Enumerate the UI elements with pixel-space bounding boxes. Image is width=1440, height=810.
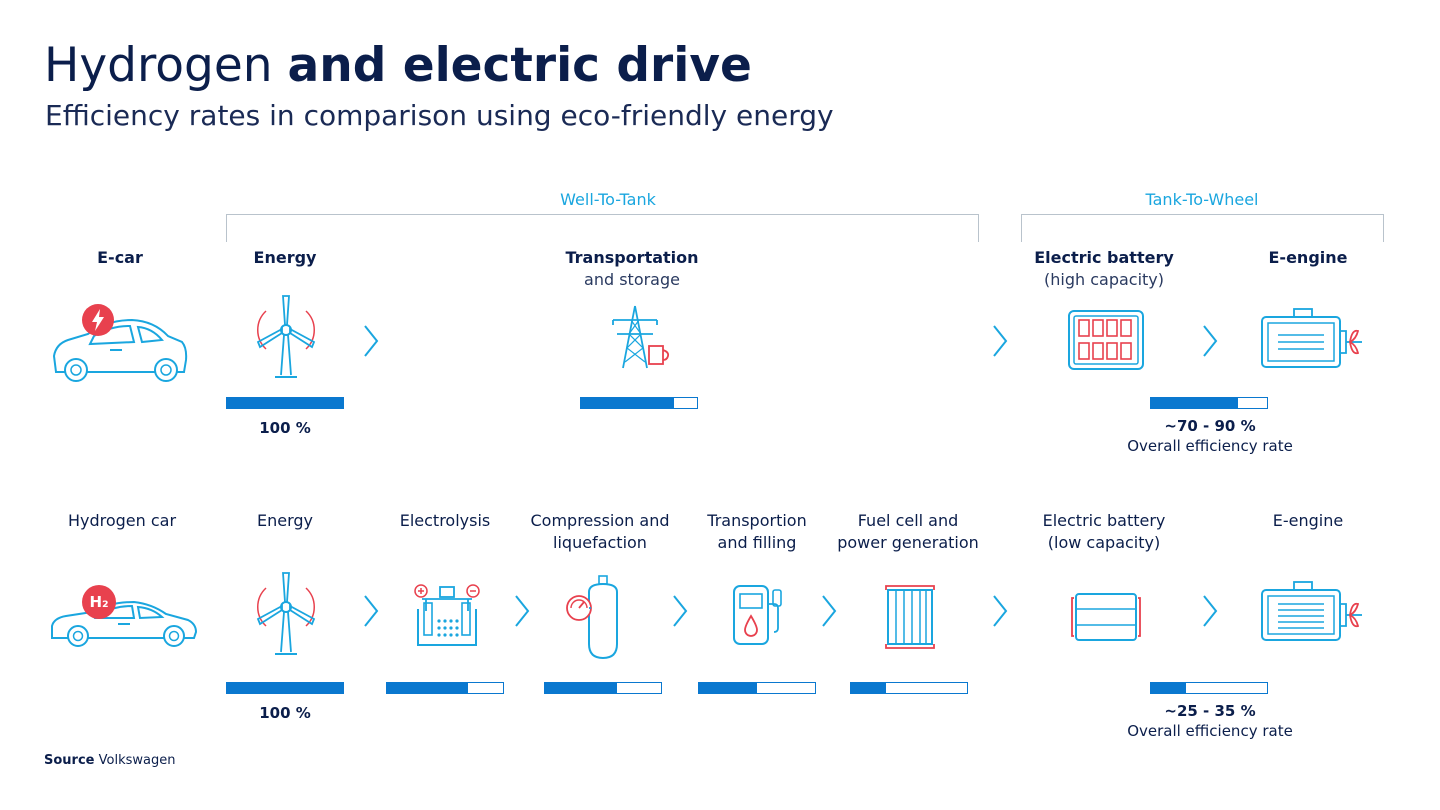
- e-engine-icon: [1258, 307, 1366, 373]
- hcar-electrolysis-label: Electrolysis: [399, 511, 491, 530]
- hcar-overall-bar: [1150, 682, 1268, 694]
- hcar-battery-label: Electric battery (low capacity): [1042, 511, 1166, 552]
- page-subtitle: Efficiency rates in comparison using eco…: [45, 99, 834, 132]
- fuel-cell-icon: [882, 580, 938, 654]
- ecar-energy-value: 100 %: [259, 419, 311, 437]
- hcar-fuelcell-bar: [850, 682, 968, 694]
- hcar-transport-label: Transportion and filling: [707, 511, 807, 552]
- hydrogen-car-icon: [48, 590, 200, 650]
- h2-badge: H₂: [82, 585, 116, 619]
- wind-turbine-icon: [255, 570, 317, 658]
- bracket-well-to-tank: [226, 214, 979, 242]
- gas-tank-gauge-icon: [563, 574, 627, 662]
- battery-low-capacity-icon: [1068, 590, 1144, 644]
- ecar-energy-label: Energy: [253, 248, 317, 267]
- hcar-energy-value: 100 %: [259, 704, 311, 722]
- ecar-car-icon: [50, 300, 190, 384]
- ecar-battery-label: Electric battery (high capacity): [1034, 248, 1174, 289]
- battery-high-capacity-icon: [1067, 309, 1145, 371]
- hcar-overall-value: ~25 - 35 % Overall efficiency rate: [1127, 702, 1293, 740]
- hcar-energy-bar: [226, 682, 344, 694]
- phase-well-to-tank: Well-To-Tank: [560, 190, 656, 209]
- chevron-right-icon: [671, 594, 689, 628]
- chevron-right-icon: [991, 324, 1009, 358]
- chevron-right-icon: [362, 594, 380, 628]
- hcar-fuelcell-label: Fuel cell and power generation: [837, 511, 979, 552]
- title-bold: and electric drive: [287, 38, 752, 93]
- ecar-energy-bar: [226, 397, 344, 409]
- electrolysis-icon: [412, 581, 482, 651]
- hcar-energy-label: Energy: [256, 511, 313, 530]
- ecar-overall-value: ~70 - 90 % Overall efficiency rate: [1127, 417, 1293, 455]
- chevron-right-icon: [1201, 594, 1219, 628]
- fuel-pump-icon: [730, 582, 786, 648]
- hcar-label: Hydrogen car: [67, 511, 177, 530]
- ecar-label: E-car: [97, 248, 143, 267]
- wind-turbine-icon: [255, 293, 317, 381]
- ecar-transport-bar: [580, 397, 698, 409]
- hcar-compression-label: Compression and liquefaction: [530, 511, 670, 552]
- hcar-overall-note: Overall efficiency rate: [1127, 722, 1293, 740]
- e-engine-icon: [1258, 580, 1366, 646]
- chevron-right-icon: [362, 324, 380, 358]
- hcar-compression-bar: [544, 682, 662, 694]
- power-pylon-icon: [605, 302, 671, 372]
- ecar-overall-bar: [1150, 397, 1268, 409]
- chevron-right-icon: [820, 594, 838, 628]
- title-light: Hydrogen: [44, 38, 288, 93]
- lightning-badge-icon: [81, 303, 115, 337]
- chevron-right-icon: [1201, 324, 1219, 358]
- ecar-overall-note: Overall efficiency rate: [1127, 437, 1293, 455]
- page-title: Hydrogen and electric drive: [44, 36, 752, 96]
- ecar-engine-label: E-engine: [1268, 248, 1348, 267]
- source-label: Source: [44, 753, 95, 768]
- source-note: Source Volkswagen: [44, 753, 175, 768]
- hcar-transport-bar: [698, 682, 816, 694]
- ecar-transport-label: Transportation and storage: [565, 248, 699, 289]
- hcar-engine-label: E-engine: [1272, 511, 1344, 530]
- bracket-tank-to-wheel: [1021, 214, 1384, 242]
- chevron-right-icon: [513, 594, 531, 628]
- phase-tank-to-wheel: Tank-To-Wheel: [1145, 190, 1259, 209]
- chevron-right-icon: [991, 594, 1009, 628]
- source-value: Volkswagen: [98, 753, 176, 768]
- hcar-electrolysis-bar: [386, 682, 504, 694]
